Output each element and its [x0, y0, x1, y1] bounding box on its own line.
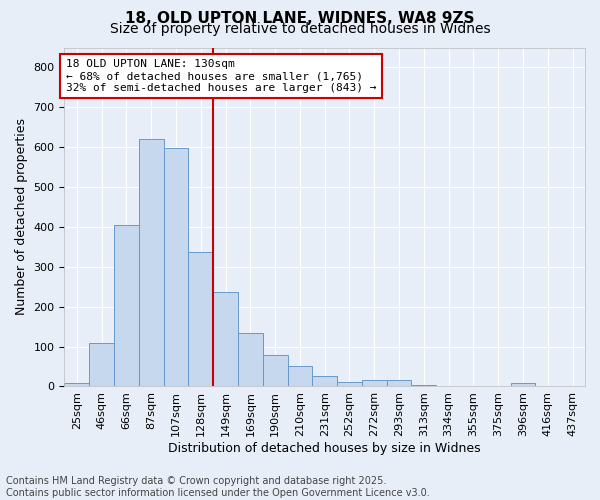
- Text: Size of property relative to detached houses in Widnes: Size of property relative to detached ho…: [110, 22, 490, 36]
- Bar: [164, 148, 188, 386]
- Bar: [287, 366, 313, 386]
- Text: 18, OLD UPTON LANE, WIDNES, WA8 9ZS: 18, OLD UPTON LANE, WIDNES, WA8 9ZS: [125, 11, 475, 26]
- X-axis label: Distribution of detached houses by size in Widnes: Distribution of detached houses by size …: [169, 442, 481, 455]
- Bar: [337, 382, 362, 386]
- Bar: [313, 376, 337, 386]
- Bar: [89, 344, 114, 386]
- Text: Contains HM Land Registry data © Crown copyright and database right 2025.
Contai: Contains HM Land Registry data © Crown c…: [6, 476, 430, 498]
- Bar: [263, 356, 287, 386]
- Bar: [188, 252, 213, 386]
- Y-axis label: Number of detached properties: Number of detached properties: [15, 118, 28, 316]
- Bar: [362, 380, 386, 386]
- Bar: [64, 384, 89, 386]
- Bar: [114, 225, 139, 386]
- Bar: [139, 139, 164, 386]
- Bar: [213, 292, 238, 386]
- Bar: [511, 384, 535, 386]
- Bar: [238, 332, 263, 386]
- Text: 18 OLD UPTON LANE: 130sqm
← 68% of detached houses are smaller (1,765)
32% of se: 18 OLD UPTON LANE: 130sqm ← 68% of detac…: [65, 60, 376, 92]
- Bar: [386, 380, 412, 386]
